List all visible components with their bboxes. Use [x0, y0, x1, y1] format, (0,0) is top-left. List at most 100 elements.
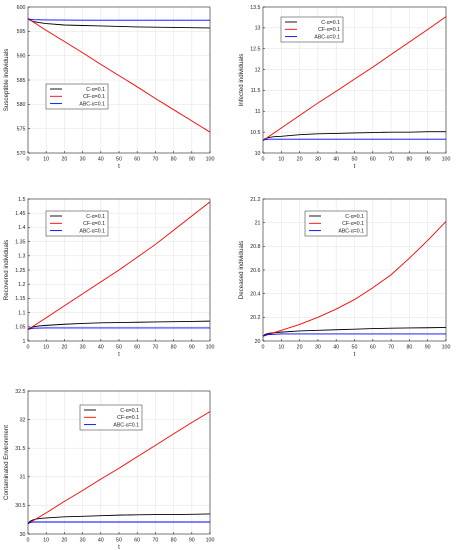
x-tick-label: 70 — [388, 345, 394, 351]
x-tick-label: 0 — [262, 157, 265, 163]
y-tick-label: 1.15 — [15, 296, 25, 302]
y-tick-label: 30.5 — [15, 503, 25, 509]
x-tick-label: 50 — [116, 157, 122, 163]
x-tick-label: 40 — [98, 157, 104, 163]
series-line-2 — [262, 221, 447, 337]
x-tick-label: 20 — [61, 345, 67, 351]
y-tick-label: 1.35 — [15, 239, 25, 245]
x-axis-label: t — [354, 163, 356, 170]
x-tick-label: 80 — [171, 538, 177, 544]
series-line-2 — [27, 411, 211, 525]
x-tick-label: 10 — [43, 345, 49, 351]
series-line-3 — [262, 138, 446, 141]
y-tick-label: 580 — [17, 102, 26, 108]
x-tick-label: 80 — [171, 157, 177, 163]
x-axis-label: t — [118, 544, 120, 550]
y-tick-label: 11 — [255, 109, 261, 115]
series-line-3 — [27, 521, 210, 525]
y-axis-label: Deceased individuals — [238, 241, 245, 299]
x-tick-label: 90 — [425, 345, 431, 351]
y-axis-label: Recovered individuals — [3, 240, 10, 301]
x-axis-label: t — [118, 351, 120, 358]
x-tick-label: 80 — [171, 345, 177, 351]
x-tick-label: 70 — [152, 345, 158, 351]
series-line-3 — [27, 327, 210, 331]
legend-label: ABC-α=0.1 — [113, 422, 139, 428]
x-tick-label: 10 — [43, 157, 49, 163]
legend-label: CF-α=0.1 — [318, 27, 340, 33]
y-tick-label: 590 — [17, 53, 26, 59]
x-tick-label: 70 — [152, 157, 158, 163]
y-tick-label: 20.4 — [250, 291, 260, 297]
x-tick-label: 40 — [98, 538, 104, 544]
legend-label: ABC-α=0.1 — [314, 34, 340, 40]
x-tick-label: 10 — [43, 538, 49, 544]
x-tick-label: 20 — [61, 538, 67, 544]
y-axis-label: Susceptible individuals — [3, 49, 10, 112]
y-tick-label: 1.2 — [18, 282, 25, 288]
x-tick-label: 30 — [315, 157, 321, 163]
x-tick-label: 0 — [27, 345, 30, 351]
x-tick-label: 60 — [134, 157, 140, 163]
y-tick-label: 20.2 — [250, 315, 260, 321]
chart-panel-1: 0 10 20 30 40 50 60 70 80 90 100 570 575 580 585 590 595… — [3, 5, 214, 170]
x-axis-label: t — [118, 163, 120, 170]
y-tick-label: 11.5 — [251, 88, 261, 94]
series-line-3 — [262, 333, 446, 337]
y-tick-label: 31.5 — [15, 446, 25, 452]
x-tick-label: 90 — [425, 157, 431, 163]
series-line-2 — [27, 18, 211, 133]
series-line-3 — [27, 18, 210, 21]
chart-panel-3: 0 10 20 30 40 50 60 70 80 90 100 1 1.05 1.1 1.15 1.2 1.2… — [3, 197, 214, 358]
y-tick-label: 595 — [17, 29, 26, 35]
x-tick-label: 60 — [134, 345, 140, 351]
x-tick-label: 90 — [189, 538, 195, 544]
legend-label: CF-α=0.1 — [342, 221, 364, 227]
y-tick-label: 30 — [20, 532, 26, 538]
y-tick-label: 21 — [255, 220, 261, 226]
legend-label: ABC-α=0.1 — [338, 228, 364, 234]
x-tick-label: 30 — [80, 345, 86, 351]
y-tick-label: 20.6 — [250, 268, 260, 274]
x-tick-label: 50 — [116, 345, 122, 351]
y-tick-label: 21.2 — [250, 197, 260, 203]
y-tick-label: 10 — [255, 151, 261, 157]
series-line-2 — [262, 16, 447, 141]
y-tick-label: 10.5 — [250, 130, 260, 136]
legend-label: ABC-α=0.1 — [79, 228, 105, 234]
legend-label: C-α=0.1 — [345, 214, 364, 220]
y-tick-label: 12.5 — [250, 47, 260, 53]
y-tick-label: 13 — [255, 26, 261, 32]
series-line-1 — [262, 131, 446, 141]
series-line-2 — [27, 201, 211, 331]
x-tick-label: 100 — [206, 538, 215, 544]
y-tick-label: 31 — [20, 475, 26, 481]
y-tick-label: 32 — [20, 417, 26, 423]
y-tick-label: 1.05 — [15, 325, 25, 331]
x-tick-label: 30 — [80, 157, 86, 163]
x-tick-label: 40 — [333, 345, 339, 351]
x-tick-label: 20 — [297, 345, 303, 351]
x-tick-label: 70 — [388, 157, 394, 163]
x-tick-label: 70 — [152, 538, 158, 544]
legend-label: C-α=0.1 — [86, 214, 105, 220]
y-tick-label: 570 — [17, 151, 26, 157]
x-tick-label: 60 — [370, 157, 376, 163]
x-tick-label: 100 — [206, 157, 215, 163]
y-tick-label: 12 — [255, 67, 261, 73]
x-tick-label: 0 — [262, 345, 265, 351]
chart-panel-4: 0 10 20 30 40 50 60 70 80 90 100 20 20.2 20.4 20.6 20.8… — [238, 197, 450, 358]
y-tick-label: 585 — [17, 78, 26, 84]
y-tick-label: 600 — [17, 5, 26, 11]
x-tick-label: 50 — [116, 538, 122, 544]
legend-label: C-α=0.1 — [86, 87, 105, 93]
legend-box — [304, 210, 368, 237]
y-tick-label: 1.45 — [15, 211, 25, 217]
x-tick-label: 30 — [315, 345, 321, 351]
y-tick-label: 1.4 — [18, 225, 25, 231]
x-tick-label: 50 — [352, 157, 358, 163]
y-tick-label: 1 — [23, 339, 26, 345]
